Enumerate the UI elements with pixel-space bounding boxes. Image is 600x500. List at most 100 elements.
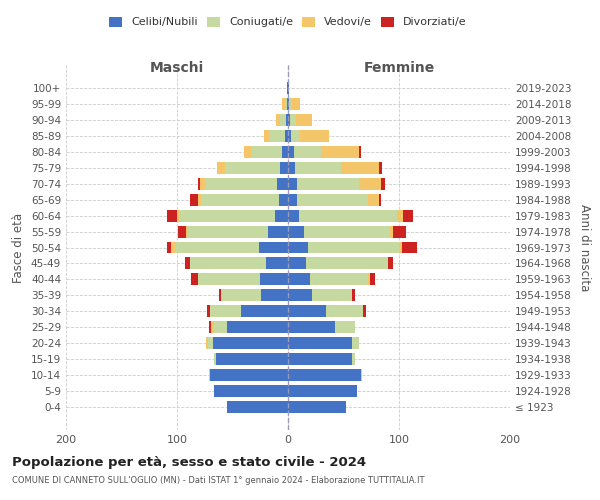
Bar — [288, 290, 313, 302]
Bar — [288, 306, 326, 318]
Bar — [227, 322, 288, 334]
Bar — [212, 338, 288, 349]
Bar — [167, 210, 177, 222]
Bar — [191, 274, 198, 285]
Bar — [368, 274, 370, 285]
Bar — [308, 242, 399, 254]
Bar — [364, 306, 366, 318]
Text: COMUNE DI CANNETO SULL'OGLIO (MN) - Dati ISTAT 1° gennaio 2024 - Elaborazione TU: COMUNE DI CANNETO SULL'OGLIO (MN) - Dati… — [12, 476, 425, 485]
Bar — [284, 130, 288, 141]
Bar — [300, 130, 329, 141]
Bar — [217, 162, 225, 173]
Bar — [352, 338, 359, 349]
Bar — [313, 290, 352, 302]
Bar — [188, 226, 268, 237]
Bar — [292, 130, 300, 141]
Bar — [275, 210, 288, 222]
Bar — [280, 114, 286, 126]
Bar — [288, 370, 361, 382]
Bar — [251, 146, 283, 158]
Bar — [244, 146, 251, 158]
Bar — [207, 306, 211, 318]
Y-axis label: Anni di nascita: Anni di nascita — [578, 204, 591, 291]
Bar — [241, 306, 288, 318]
Bar — [198, 178, 200, 190]
Bar — [279, 194, 288, 205]
Bar — [181, 210, 275, 222]
Bar — [209, 322, 211, 334]
Bar — [288, 402, 346, 413]
Bar — [335, 322, 355, 334]
Text: Maschi: Maschi — [150, 61, 204, 75]
Bar — [352, 290, 355, 302]
Bar — [288, 274, 310, 285]
Bar — [221, 290, 262, 302]
Bar — [185, 258, 190, 270]
Bar — [283, 98, 284, 110]
Bar — [276, 114, 280, 126]
Bar — [211, 370, 288, 382]
Bar — [403, 242, 417, 254]
Bar — [296, 114, 313, 126]
Bar — [214, 386, 288, 398]
Bar — [227, 402, 288, 413]
Bar — [295, 162, 341, 173]
Bar — [403, 210, 413, 222]
Bar — [209, 370, 211, 382]
Bar — [205, 178, 277, 190]
Bar — [326, 306, 364, 318]
Legend: Celibi/Nubili, Coniugati/e, Vedovi/e, Divorziati/e: Celibi/Nubili, Coniugati/e, Vedovi/e, Di… — [105, 12, 471, 32]
Bar — [283, 146, 288, 158]
Bar — [211, 322, 214, 334]
Bar — [397, 210, 403, 222]
Bar — [381, 178, 385, 190]
Bar — [288, 322, 335, 334]
Bar — [186, 226, 188, 237]
Bar — [288, 98, 289, 110]
Y-axis label: Fasce di età: Fasce di età — [13, 212, 25, 282]
Bar — [172, 242, 175, 254]
Bar — [208, 338, 212, 349]
Bar — [288, 82, 289, 94]
Bar — [297, 178, 359, 190]
Bar — [288, 114, 290, 126]
Bar — [225, 162, 280, 173]
Bar — [352, 354, 355, 366]
Bar — [394, 226, 406, 237]
Bar — [259, 242, 288, 254]
Bar — [288, 258, 306, 270]
Bar — [263, 130, 269, 141]
Bar — [322, 146, 359, 158]
Bar — [269, 130, 284, 141]
Bar — [216, 354, 288, 366]
Bar — [288, 386, 357, 398]
Bar — [361, 370, 362, 382]
Bar — [260, 274, 288, 285]
Bar — [288, 130, 292, 141]
Bar — [268, 226, 288, 237]
Bar — [379, 162, 382, 173]
Bar — [288, 162, 295, 173]
Bar — [167, 242, 172, 254]
Bar — [293, 146, 322, 158]
Bar — [288, 354, 352, 366]
Bar — [198, 274, 260, 285]
Bar — [288, 210, 299, 222]
Bar — [266, 258, 288, 270]
Bar — [214, 322, 227, 334]
Bar — [288, 194, 297, 205]
Bar — [289, 98, 292, 110]
Bar — [210, 306, 241, 318]
Bar — [200, 178, 205, 190]
Bar — [178, 226, 186, 237]
Bar — [304, 226, 390, 237]
Bar — [288, 242, 308, 254]
Bar — [287, 82, 288, 94]
Bar — [292, 98, 300, 110]
Bar — [368, 194, 379, 205]
Bar — [341, 162, 379, 173]
Bar — [214, 354, 216, 366]
Bar — [190, 258, 266, 270]
Bar — [206, 338, 208, 349]
Bar — [219, 290, 221, 302]
